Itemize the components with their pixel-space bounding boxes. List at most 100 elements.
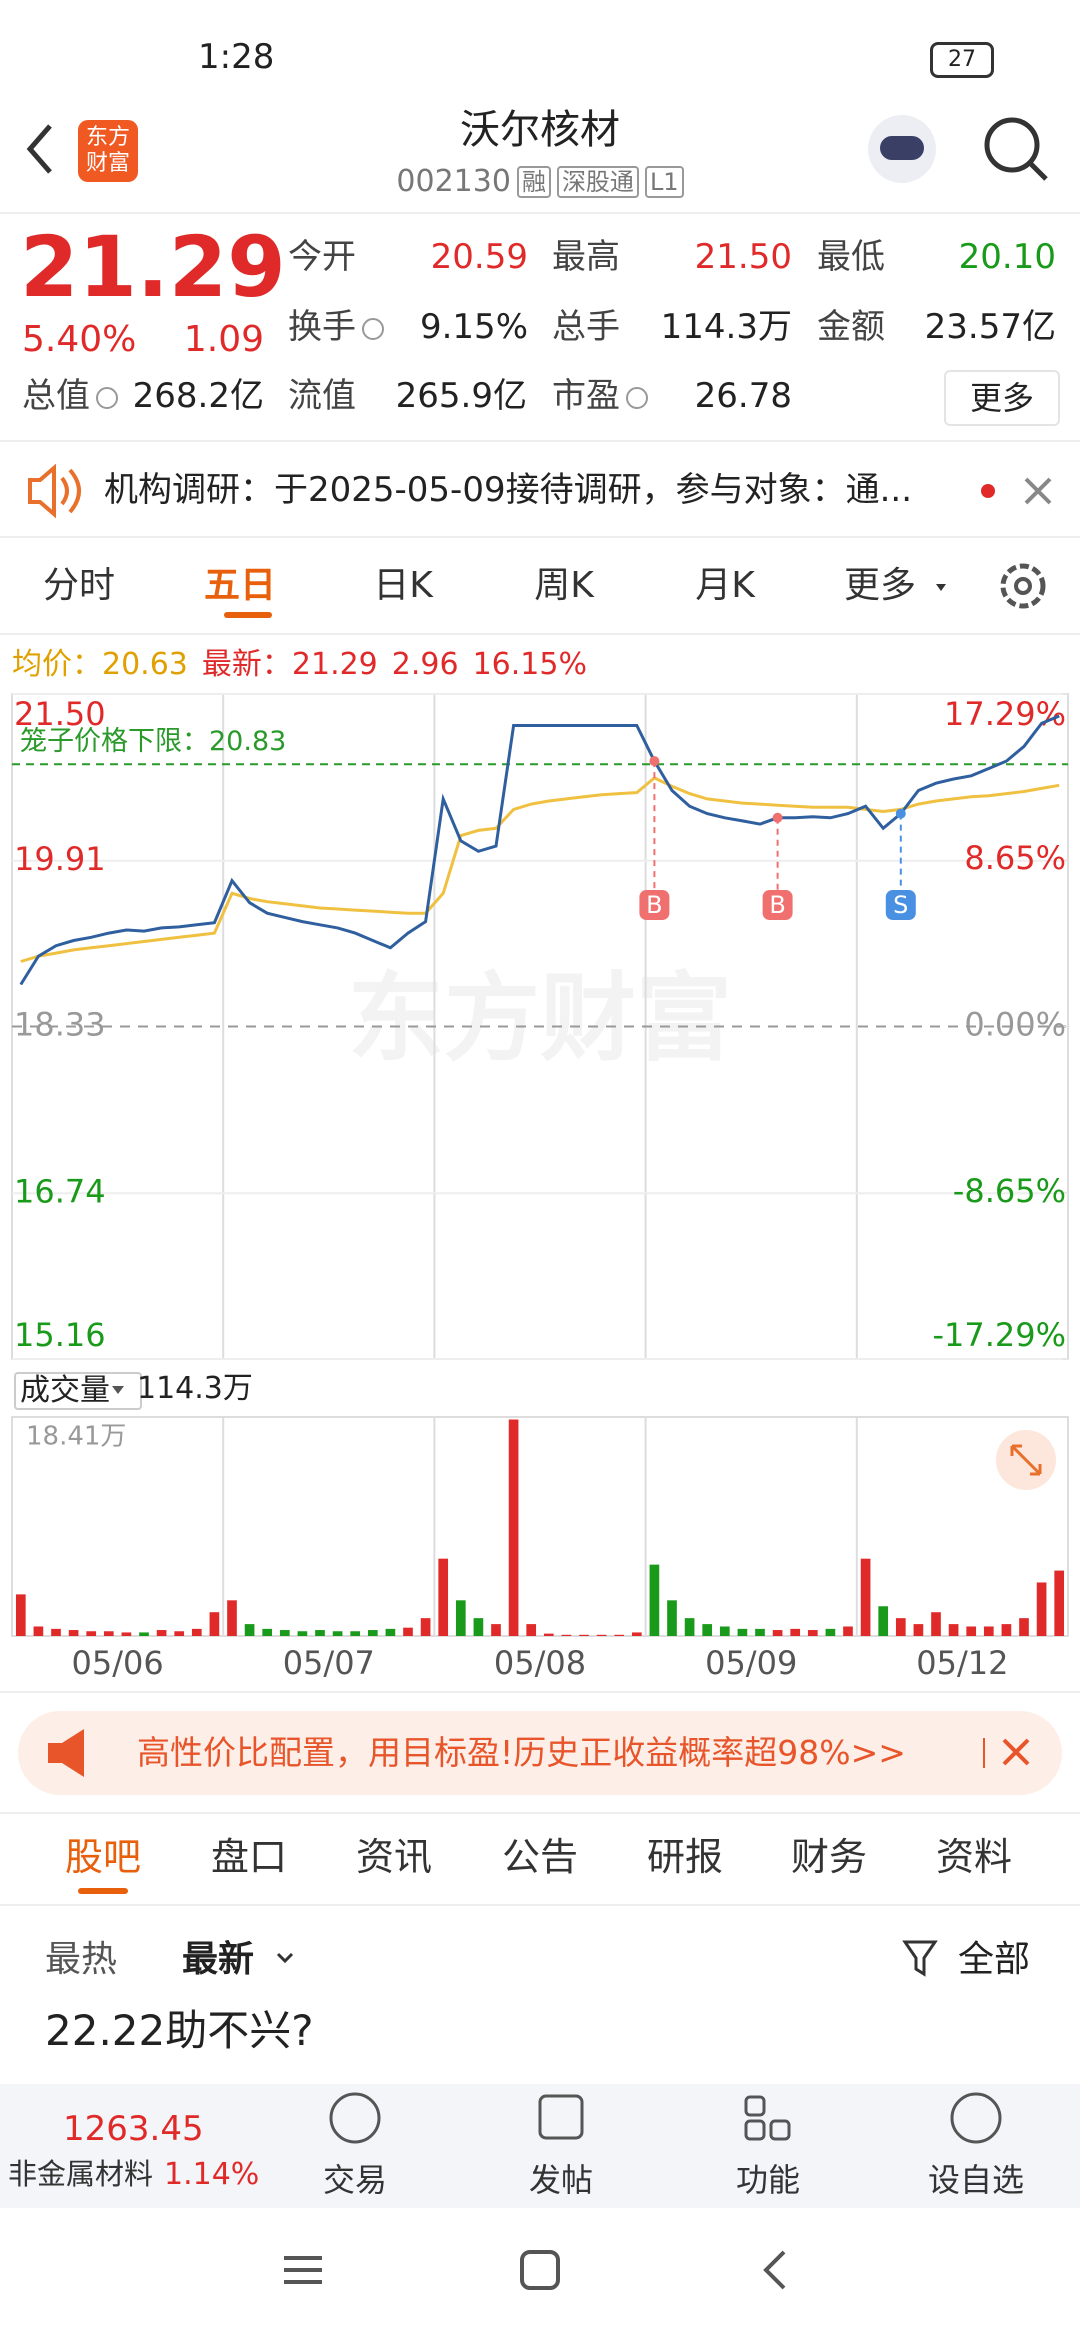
tab[interactable]: 公告: [501, 1835, 578, 1879]
logo-text: 财富: [85, 151, 130, 176]
expand-arrows: [1010, 1444, 1042, 1476]
field-value: 23.57亿: [924, 307, 1056, 347]
banner-sep: [983, 1738, 985, 1768]
status-time: 1:28: [198, 37, 275, 77]
change-pct: 5.40%: [22, 319, 137, 360]
post-title[interactable]: 22.22助不兴?: [45, 2006, 314, 2055]
volume-bar: [931, 1612, 941, 1636]
volume-bar: [526, 1624, 537, 1636]
field-label: 流值: [288, 376, 356, 416]
banner-close[interactable]: [1002, 1738, 1030, 1766]
volume-bar: [983, 1626, 994, 1636]
tab[interactable]: 财务: [790, 1835, 867, 1879]
banner-bg[interactable]: [18, 1711, 1062, 1795]
sort-option[interactable]: 最热: [45, 1939, 118, 1980]
search-icon[interactable]: [984, 117, 1040, 173]
volume-bar: [68, 1630, 79, 1636]
filter[interactable]: 全部: [958, 1939, 1031, 1980]
volume-bar: [438, 1558, 449, 1636]
volume-bar: [561, 1634, 572, 1636]
func-icon[interactable]: [744, 2095, 766, 2117]
volume-bar: [51, 1628, 61, 1636]
signal-label: B: [646, 891, 662, 919]
divider: [0, 440, 1080, 442]
signal-box: [639, 890, 670, 920]
banner-text[interactable]: 高性价比配置，用目标盈!历史正收益概率超98%>>: [137, 1733, 906, 1772]
more-button[interactable]: 更多: [944, 370, 1060, 426]
nav-label[interactable]: 功能: [735, 2161, 800, 2199]
tab[interactable]: 资料: [935, 1835, 1012, 1879]
volume-bar: [702, 1624, 713, 1636]
banner-icon: [48, 1729, 84, 1777]
volume-bar: [1019, 1618, 1029, 1636]
divider: [0, 1904, 1080, 1906]
y-tick-label: 16.74: [14, 1172, 106, 1210]
code-row: 002130 融深股通 L1: [0, 166, 1080, 198]
tab[interactable]: 研报: [646, 1835, 723, 1879]
nav-home[interactable]: [520, 2250, 560, 2290]
nav-back[interactable]: [763, 2250, 786, 2290]
watch-icon[interactable]: [950, 2092, 1002, 2144]
nav-menu[interactable]: [284, 2256, 322, 2284]
signal-box: [885, 890, 916, 920]
field-value: 268.2亿: [132, 376, 264, 416]
field-label: 今开: [288, 237, 356, 277]
tab[interactable]: 股吧: [64, 1835, 141, 1879]
volume-bar: [139, 1632, 149, 1636]
filter-icon[interactable]: [902, 1940, 938, 1977]
trade-icon[interactable]: [329, 2092, 381, 2144]
sort-option[interactable]: 最新: [182, 1939, 255, 1980]
field-label: 最低: [817, 237, 885, 277]
volume-bar: [121, 1632, 132, 1636]
field-label: 市盈: [552, 376, 620, 416]
volume-bar: [913, 1624, 924, 1636]
tab-underline: [78, 1888, 128, 1894]
nav-label[interactable]: 设自选: [927, 2161, 1024, 2199]
volume-bar: [279, 1630, 290, 1636]
volume-bar: [966, 1626, 977, 1636]
post-icon[interactable]: [538, 2094, 584, 2140]
field-value: 21.50: [694, 237, 792, 277]
y2-tick-label: -8.65%: [953, 1172, 1066, 1210]
tab[interactable]: 盘口: [210, 1835, 287, 1879]
stock-code: 002130: [396, 164, 511, 199]
volume-bar: [262, 1628, 273, 1636]
chart-tab[interactable]: 周K: [534, 565, 594, 606]
volume-bar: [244, 1624, 255, 1636]
index-value[interactable]: 1263.45: [63, 2109, 204, 2149]
tab[interactable]: 资讯: [355, 1835, 432, 1879]
volume-bar: [508, 1419, 519, 1636]
field-value: 9.15%: [419, 307, 528, 347]
volume-bar: [350, 1631, 361, 1636]
chart-tab[interactable]: 更多: [843, 565, 916, 606]
y2-tick-label: 17.29%: [944, 695, 1066, 733]
chart-tab[interactable]: 月K: [695, 565, 755, 606]
volume-bar: [33, 1626, 44, 1636]
close-icon[interactable]: [1024, 477, 1052, 505]
field-value: 26.78: [694, 376, 792, 416]
volume-bar: [86, 1631, 97, 1636]
nav-label[interactable]: 发帖: [528, 2161, 593, 2199]
nav-label[interactable]: 交易: [322, 2161, 387, 2199]
chart-tab[interactable]: 日K: [373, 565, 433, 606]
notice-text[interactable]: 机构调研：于2025-05-09接待调研，参与对象：通...: [104, 470, 913, 510]
stock-tag: 深股通: [556, 166, 639, 198]
settings-icon[interactable]: [1000, 563, 1046, 609]
volume-bar: [543, 1633, 554, 1636]
volume-bar: [825, 1628, 836, 1636]
unread-dot: [981, 484, 995, 498]
chart-tab[interactable]: 分时: [42, 565, 115, 606]
back-icon[interactable]: [26, 124, 52, 174]
divider: [0, 633, 1080, 635]
field-value: 20.10: [958, 237, 1056, 277]
volume-border: [11, 1416, 1069, 1637]
volume-bar: [15, 1594, 26, 1636]
info-icon: [362, 318, 384, 340]
chart-tab[interactable]: 五日: [203, 565, 276, 606]
volume-title[interactable]: 成交量: [14, 1372, 142, 1410]
chart-info-item: 2.96: [391, 647, 459, 682]
volume-bar: [1001, 1624, 1012, 1636]
field-value: 265.9亿: [395, 376, 527, 416]
chart-info: 均价：20.63 最新：21.29 2.96 16.15%: [12, 650, 587, 680]
